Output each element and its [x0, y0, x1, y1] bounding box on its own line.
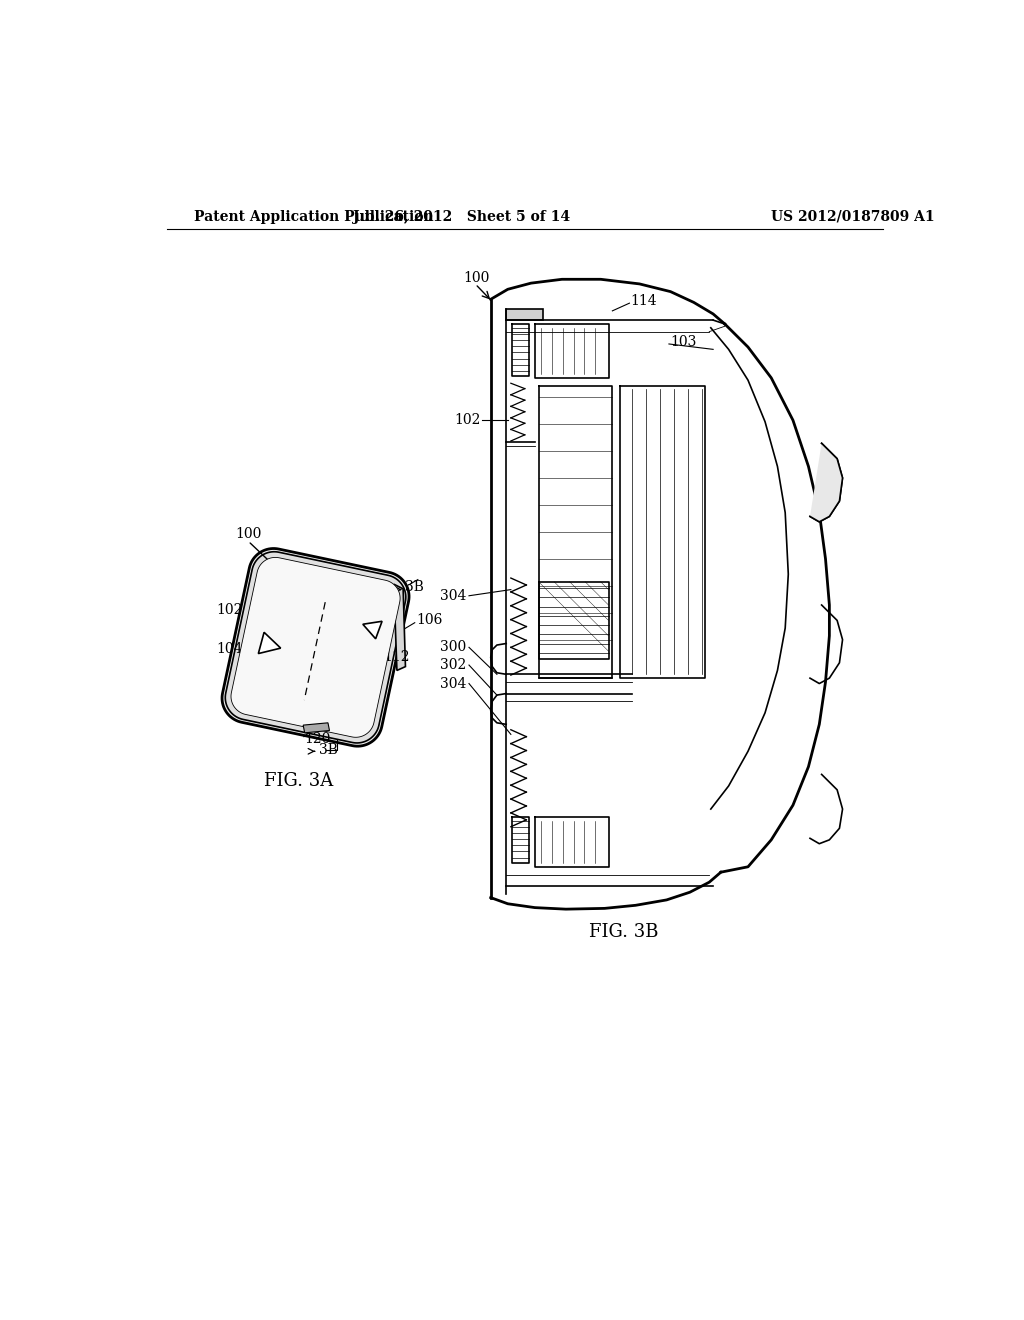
Text: Jul. 26, 2012   Sheet 5 of 14: Jul. 26, 2012 Sheet 5 of 14 — [352, 210, 569, 224]
Polygon shape — [303, 723, 330, 733]
Polygon shape — [222, 549, 409, 746]
Text: 302: 302 — [440, 659, 467, 672]
Text: 100: 100 — [234, 527, 261, 541]
Text: 103: 103 — [305, 581, 331, 595]
Text: 304: 304 — [440, 589, 467, 603]
Text: 120: 120 — [305, 733, 331, 746]
Text: 100: 100 — [464, 271, 489, 285]
Text: FIG. 3A: FIG. 3A — [264, 772, 333, 789]
Polygon shape — [225, 552, 406, 743]
Polygon shape — [231, 557, 400, 738]
Polygon shape — [258, 632, 281, 653]
Text: 300: 300 — [440, 640, 467, 655]
Text: 102: 102 — [455, 413, 480, 428]
Text: 103: 103 — [671, 335, 697, 348]
Text: 112: 112 — [384, 651, 411, 664]
Text: 114: 114 — [630, 294, 656, 308]
Text: FIG. 3B: FIG. 3B — [589, 923, 658, 941]
Text: 104: 104 — [216, 642, 243, 656]
Text: 304: 304 — [440, 677, 467, 690]
Text: US 2012/0187809 A1: US 2012/0187809 A1 — [771, 210, 935, 224]
Text: 3B: 3B — [318, 743, 338, 756]
Polygon shape — [362, 622, 382, 639]
Text: 102: 102 — [216, 603, 243, 618]
Polygon shape — [506, 309, 543, 321]
Text: 3B: 3B — [406, 581, 424, 594]
Text: Patent Application Publication: Patent Application Publication — [194, 210, 433, 224]
Text: 106: 106 — [417, 614, 442, 627]
Polygon shape — [394, 585, 406, 671]
Polygon shape — [810, 444, 843, 521]
